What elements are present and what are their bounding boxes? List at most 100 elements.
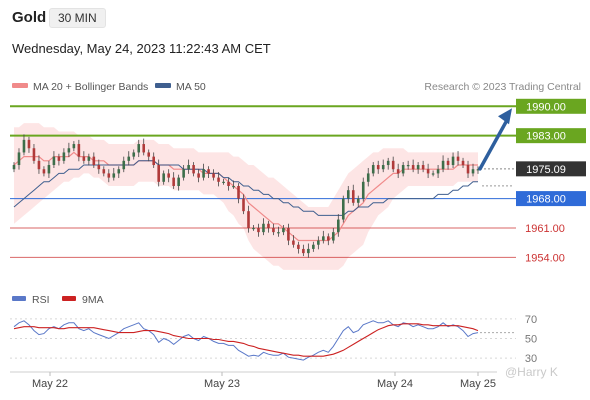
ma20-swatch — [12, 83, 28, 88]
candle-body — [346, 190, 350, 199]
candle-body — [262, 223, 265, 233]
candle-body — [27, 139, 31, 149]
candle-body — [401, 165, 405, 174]
credit-label: Research © 2023 Trading Central — [424, 81, 581, 93]
candle-body — [351, 190, 355, 203]
candle-body — [22, 139, 26, 153]
candle-body — [162, 173, 165, 182]
candle-body — [381, 165, 385, 170]
bollinger-band — [14, 123, 478, 270]
candle-body — [461, 160, 465, 166]
candle-body — [97, 165, 101, 170]
candle-body — [292, 240, 295, 245]
candle-body — [187, 165, 190, 170]
candle-body — [207, 169, 210, 174]
candle-body — [82, 156, 86, 161]
candle-body — [122, 160, 126, 170]
candle-body — [117, 169, 121, 174]
candle-body — [391, 160, 395, 170]
bollinger-band-area — [14, 123, 478, 270]
forecast-arrow — [478, 108, 512, 171]
level-1983-00-tag — [516, 128, 586, 144]
candle-body — [142, 144, 146, 153]
candle-body — [52, 156, 56, 166]
candle-body — [396, 169, 400, 174]
candle-body — [107, 173, 111, 178]
candle-body — [67, 148, 71, 153]
level-1968-00-tag — [516, 191, 586, 207]
candle-body — [337, 219, 340, 233]
candles — [12, 134, 480, 258]
level-1975-09-tag — [516, 161, 586, 177]
rsi-ma-line — [13, 323, 479, 357]
candle-body — [217, 177, 220, 182]
ma20-line — [13, 151, 478, 242]
candle-body — [411, 165, 415, 170]
candle-body — [471, 169, 475, 174]
candle-body — [282, 227, 285, 233]
rsi-legend-label: RSI — [32, 294, 50, 306]
candle-body — [77, 144, 81, 157]
rsi-ma-legend-label: 9MA — [82, 294, 104, 306]
candle-body — [421, 165, 425, 170]
candle-body — [157, 165, 160, 182]
candle-body — [172, 177, 175, 186]
candle-body — [436, 169, 440, 174]
watermark: @Harry K — [505, 365, 558, 379]
candle-body — [232, 186, 235, 188]
forecast-arrow-head — [498, 108, 512, 125]
candle-body — [376, 165, 380, 170]
rsi-tick-30: 30 — [525, 353, 537, 365]
timestamp: Wednesday, May 24, 2023 11:22:43 AM CET — [12, 41, 271, 56]
forecast-arrow-shaft — [478, 116, 510, 171]
candle-body — [277, 232, 280, 234]
candle-body — [451, 156, 455, 166]
ma50-line — [13, 160, 478, 216]
candle-body — [147, 152, 151, 157]
candle-body — [287, 227, 290, 241]
candle-body — [332, 232, 335, 241]
rsi-panel: 70 50 30 — [10, 314, 537, 365]
candle-body — [222, 181, 225, 184]
candle-body — [32, 148, 36, 161]
candle-body — [12, 165, 16, 170]
candle-body — [371, 165, 375, 174]
candle-body — [112, 173, 116, 178]
candle-body — [416, 165, 420, 170]
candle-body — [57, 156, 61, 161]
rsi-legend: RSI 9MA — [12, 294, 104, 306]
candle-body — [247, 211, 250, 228]
level-1990-00-label: 1990.00 — [526, 101, 566, 113]
symbol-title: Gold — [12, 9, 47, 26]
candle-body — [366, 173, 370, 182]
candle-body — [87, 156, 91, 161]
candle-body — [152, 156, 155, 166]
x-axis: May 22 May 23 May 24 May 25 — [32, 372, 496, 390]
candle-body — [242, 198, 245, 212]
candle-body — [252, 227, 255, 230]
level-labels: 1990.00 1983.00 1975.09 1968.00 1961.00 1954.… — [516, 98, 586, 264]
level-1961-00-label: 1961.00 — [525, 223, 565, 235]
x-tick-label: May 24 — [377, 378, 413, 390]
candle-body — [72, 144, 76, 149]
candle-body — [356, 198, 360, 203]
candle-body — [322, 236, 325, 241]
candle-body — [47, 165, 51, 174]
rsi-ma-swatch — [62, 296, 76, 301]
candle-body — [386, 160, 390, 166]
rsi-tick-70: 70 — [525, 314, 537, 326]
candle-body — [202, 169, 205, 178]
candle-body — [62, 152, 66, 161]
candle-body — [466, 165, 470, 174]
candle-body — [406, 165, 410, 167]
level-1983-00-label: 1983.00 — [526, 131, 566, 143]
timeframe-badge[interactable]: 30 MIN — [49, 8, 106, 28]
candle-body — [42, 169, 46, 174]
candle-body — [456, 156, 460, 161]
candle-body — [272, 227, 275, 233]
candle-body — [132, 152, 136, 157]
candle-body — [17, 152, 21, 166]
candle-body — [312, 244, 315, 249]
ma50-swatch — [155, 83, 171, 88]
